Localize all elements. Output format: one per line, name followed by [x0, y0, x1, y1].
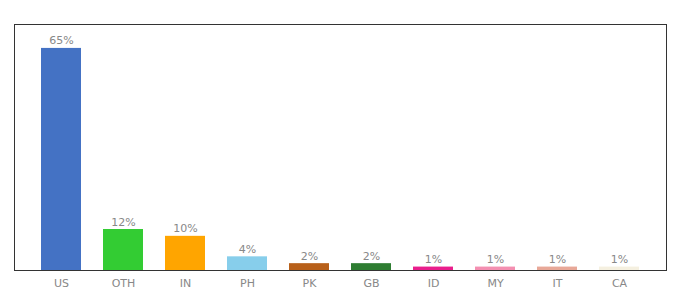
- svg-text:1%: 1%: [549, 253, 566, 266]
- svg-text:PK: PK: [303, 277, 318, 290]
- svg-text:10%: 10%: [173, 222, 197, 235]
- svg-text:1%: 1%: [487, 253, 504, 266]
- svg-text:IT: IT: [553, 277, 563, 290]
- svg-text:12%: 12%: [111, 216, 135, 229]
- svg-text:4%: 4%: [239, 243, 256, 256]
- svg-text:OTH: OTH: [112, 277, 136, 290]
- svg-text:PH: PH: [240, 277, 255, 290]
- svg-text:1%: 1%: [611, 253, 628, 266]
- svg-text:65%: 65%: [49, 34, 73, 47]
- svg-text:2%: 2%: [363, 250, 380, 263]
- svg-text:CA: CA: [612, 277, 628, 290]
- svg-text:2%: 2%: [301, 250, 318, 263]
- svg-text:MY: MY: [487, 277, 503, 290]
- svg-text:ID: ID: [428, 277, 440, 290]
- svg-text:US: US: [54, 277, 69, 290]
- svg-text:1%: 1%: [425, 253, 442, 266]
- svg-text:IN: IN: [180, 277, 191, 290]
- svg-text:GB: GB: [363, 277, 379, 290]
